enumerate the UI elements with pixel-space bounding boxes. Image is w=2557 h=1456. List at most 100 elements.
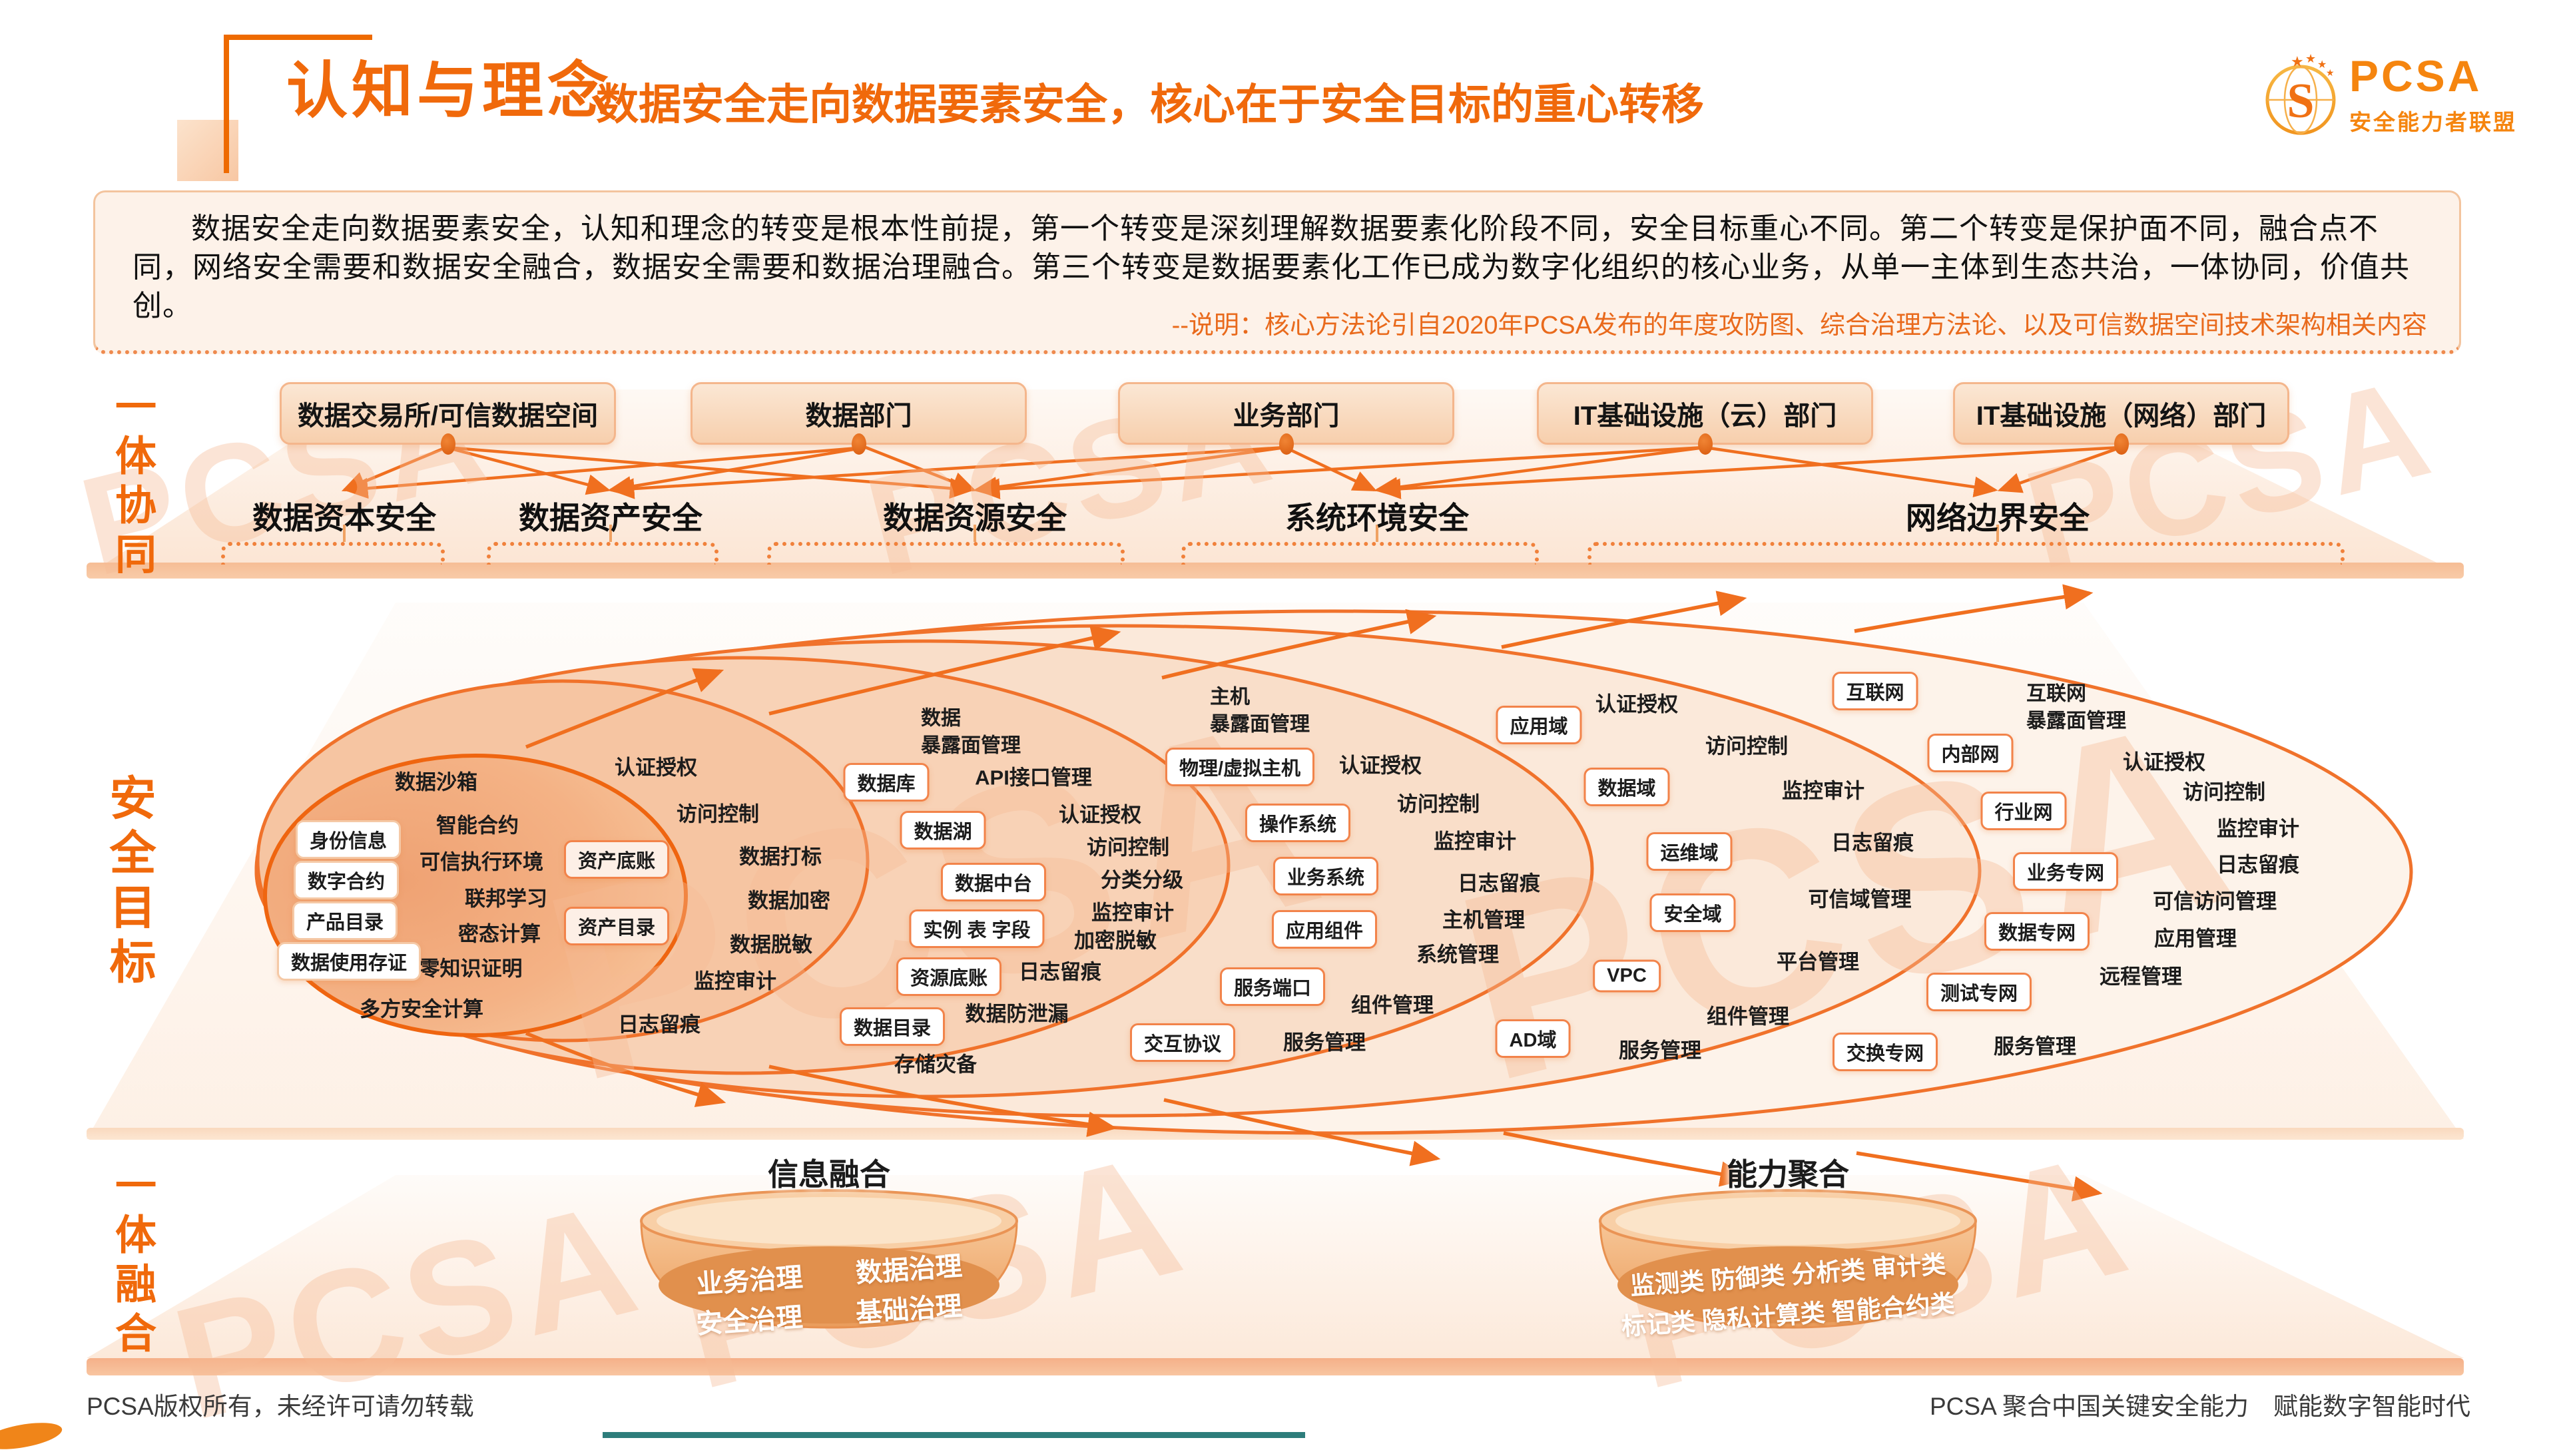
ring-box: 数据专网 (1984, 912, 2090, 951)
target-data-resource: 数据资源安全 (883, 501, 1067, 535)
ring-label: 数据 暴露面管理 (921, 707, 1021, 757)
ring-box: 运维域 (1646, 832, 1733, 871)
ring-label: 数据脱敏 (730, 933, 812, 957)
ring-label: API接口管理 (975, 766, 1092, 790)
ring-label: 监控审计 (694, 969, 776, 993)
connector-dot (440, 433, 455, 455)
org-box-exchange: 数据交易所/可信数据空间 (280, 382, 616, 455)
svg-text:★: ★ (2317, 59, 2327, 71)
ring-box: 应用组件 (1271, 910, 1378, 949)
ring-label: 认证授权 (615, 756, 697, 780)
page-subtitle: 数据安全走向数据要素安全，核心在于安全目标的重心转移 (596, 81, 1704, 128)
target-tick (609, 525, 612, 542)
ring-label: 零知识证明 (419, 957, 523, 981)
ring-label: 认证授权 (1595, 692, 1678, 716)
ring-box: 数据库 (843, 763, 930, 802)
summary-box: 数据安全走向数据要素安全，认知和理念的转变是根本性前提，第一个转变是深刻理解数据… (93, 190, 2461, 354)
bottom-teal-bar (603, 1432, 1305, 1438)
ring-box: 数据使用存证 (276, 942, 422, 981)
ring-box: 应用域 (1496, 706, 1582, 744)
ring-label: 智能合约 (436, 814, 519, 838)
ring-box: 资产目录 (563, 907, 670, 945)
ring-label: 监控审计 (1782, 779, 1864, 803)
ring-label: 主机管理 (1442, 908, 1525, 932)
org-box-label: 业务部门 (1233, 401, 1340, 431)
ring-box: VPC (1593, 959, 1661, 993)
connector-dot (1697, 433, 1713, 455)
target-data-asset: 数据资产安全 (519, 501, 703, 535)
ring-label: 密态计算 (458, 922, 541, 946)
rail-fusion: 一体融合 (109, 1164, 154, 1361)
ring-box: 实例 表 字段 (909, 909, 1045, 948)
ring-label: 系统管理 (1416, 943, 1499, 967)
capability-aggregation-cylinder (1599, 1189, 1977, 1329)
ring-label: 数据沙箱 (395, 770, 477, 794)
footer-copyright: PCSA版权所有，未经许可请勿转载 (87, 1393, 474, 1420)
ring-label: 监控审计 (2217, 817, 2299, 841)
ring-box: 数据湖 (900, 811, 986, 849)
summary-note: --说明：核心方法论引自2020年PCSA发布的年度攻防图、综合治理方法论、以及… (1171, 312, 2427, 340)
ring-label: 服务管理 (1283, 1031, 1366, 1055)
svg-text:S: S (2287, 74, 2314, 128)
bottom-band-floor (87, 1175, 2464, 1358)
title-corner-decoration (224, 35, 372, 173)
ring-label: 认证授权 (1339, 754, 1422, 778)
top-band-edge-strip (87, 563, 2464, 579)
ring-box: 资产底账 (563, 840, 670, 879)
ring-box: 操作系统 (1245, 804, 1351, 842)
bracket-network-edge (1587, 542, 2345, 565)
ring-box: 交互协议 (1129, 1023, 1236, 1062)
svg-text:★: ★ (2305, 52, 2316, 65)
ring-label: 存储灾备 (894, 1053, 977, 1077)
connector-dot (1278, 433, 1294, 455)
target-tick (1996, 525, 1999, 542)
ring-label: 数据加密 (748, 889, 830, 913)
ring-box: 物理/虚拟主机 (1165, 748, 1315, 786)
ring-label: 日志留痕 (1019, 960, 1101, 984)
ring-label: 可信访问管理 (2153, 889, 2277, 913)
ring-label: 监控审计 (1091, 901, 1174, 925)
ring-label: 应用管理 (2154, 927, 2237, 951)
org-box-business-dept: 业务部门 (1118, 382, 1454, 455)
ring-box: 业务专网 (2012, 852, 2119, 891)
pcsa-logo: S ★ ★ ★ ★ PCSA 安全能力者联盟 (2264, 52, 2517, 138)
ring-label: 访问控制 (1397, 792, 1480, 816)
ring-label: 访问控制 (1087, 836, 1169, 859)
ring-label: 服务管理 (1994, 1035, 2076, 1059)
logo-tagline: 安全能力者联盟 (2349, 110, 2517, 134)
bracket-system-env (1181, 542, 1539, 565)
ring-label: 组件管理 (1351, 993, 1434, 1017)
ring-box: 业务系统 (1273, 857, 1379, 895)
org-box-label: 数据交易所/可信数据空间 (297, 401, 599, 431)
org-box-it-network: IT基础设施（网络）部门 (1953, 382, 2289, 455)
svg-text:★: ★ (2291, 53, 2304, 70)
ring-label: 可信域管理 (1808, 887, 1912, 911)
ring-box: AD域 (1495, 1019, 1571, 1058)
footer-slogan: PCSA 聚合中国关键安全能力 赋能数字智能时代 (1930, 1393, 2470, 1420)
ring-box: 数据域 (1583, 768, 1670, 806)
org-box-it-cloud: IT基础设施（云）部门 (1537, 382, 1873, 455)
org-box-label: 数据部门 (805, 401, 912, 431)
org-box-label: IT基础设施（网络）部门 (1976, 401, 2267, 431)
ring-label: 平台管理 (1777, 950, 1859, 974)
capability-aggregation-title: 能力聚合 (1727, 1157, 1849, 1192)
connector-dot (851, 433, 866, 455)
target-tick (343, 525, 346, 542)
ring-label: 日志留痕 (1458, 871, 1540, 895)
ring-box: 身份信息 (295, 820, 402, 859)
target-data-capital: 数据资本安全 (252, 501, 436, 535)
ring-label: 认证授权 (1059, 803, 1141, 827)
ring-box: 数据中台 (940, 863, 1047, 901)
ring-label: 组件管理 (1707, 1005, 1789, 1029)
info-fusion-title: 信息融合 (768, 1157, 890, 1192)
ring-box: 安全域 (1649, 893, 1736, 932)
ring-box: 资源底账 (896, 957, 1002, 996)
ring-box: 互联网 (1832, 672, 1918, 710)
bracket-data-asset (487, 542, 718, 565)
page-title: 认知与理念 (286, 57, 613, 125)
svg-text:★: ★ (2326, 67, 2335, 78)
ring-label: 访问控制 (2183, 780, 2265, 804)
ring-label: 日志留痕 (2217, 853, 2299, 877)
ring-label: 加密脱敏 (1074, 929, 1157, 953)
target-tick (1376, 525, 1378, 542)
